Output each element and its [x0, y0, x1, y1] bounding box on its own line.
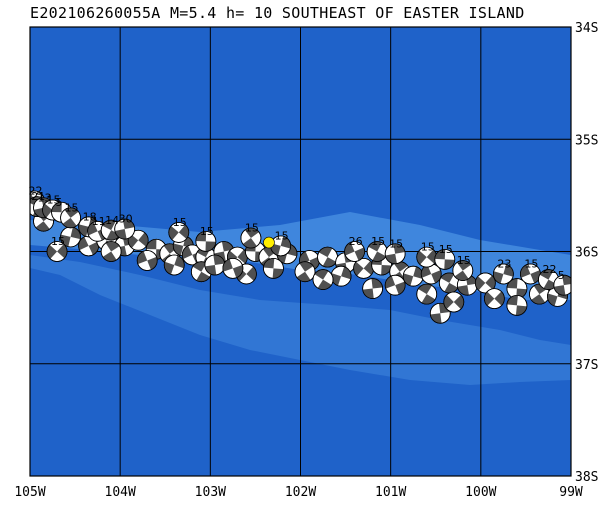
mechanism-depth-label: 23 — [497, 258, 511, 271]
beachball — [353, 257, 375, 279]
lon-tick-label: 103W — [195, 485, 226, 500]
lat-tick-label: 35S — [575, 133, 598, 148]
beachball — [344, 241, 366, 262]
axis-tick-labels: 105W 104W 103W 102W 101W 100W 99W 34S 35S 36S 37S 3… — [14, 21, 598, 500]
lat-tick-label: 38S — [575, 470, 598, 485]
beachball — [443, 291, 465, 313]
beachball — [46, 241, 68, 262]
beachball — [204, 254, 226, 276]
beachball — [114, 218, 136, 240]
map-frame — [29, 26, 572, 477]
lat-tick-label: 34S — [575, 21, 598, 36]
beachball — [60, 226, 81, 248]
lat-tick-label: 36S — [575, 246, 598, 261]
mechanism-depth-label: 15 — [524, 258, 538, 271]
beachball — [384, 274, 406, 296]
beachball — [420, 263, 442, 285]
beachball — [384, 243, 406, 265]
mechanism-depth-label: 18 — [83, 210, 97, 223]
mechanism-depth-label: 15 — [173, 216, 187, 229]
mechanism-depth-label: 15 — [457, 254, 471, 267]
mechanism-depth-label: 15 — [421, 241, 435, 254]
beachball — [362, 278, 384, 299]
beachball — [60, 207, 81, 229]
mechanism-depth-label: 26 — [349, 235, 363, 248]
beachball — [434, 248, 456, 270]
beachball — [416, 246, 438, 268]
beachball — [263, 257, 284, 279]
lon-tick-label: 105W — [14, 485, 45, 500]
mechanism-depth-label: 15 — [200, 225, 214, 238]
beachball — [483, 288, 505, 310]
beachball — [366, 241, 388, 262]
beachball — [330, 265, 352, 287]
mechanism-depth-label: 15 — [51, 235, 65, 248]
beachball — [240, 227, 262, 249]
lon-tick-label: 99W — [559, 485, 583, 500]
beachball — [416, 283, 438, 305]
lon-tick-label: 100W — [465, 485, 496, 500]
beachball — [452, 260, 474, 281]
mechanism-depth-label: 15 — [47, 194, 61, 207]
lat-tick-label: 37S — [575, 358, 598, 373]
beachball — [429, 302, 451, 324]
beachball — [492, 263, 514, 285]
mechanism-depth-label: 15 — [65, 201, 79, 214]
beachball — [127, 229, 149, 251]
map-title: E202106260055A M=5.4 h= 10 SOUTHEAST OF … — [30, 4, 525, 22]
beachball — [195, 230, 217, 252]
beachball — [163, 254, 185, 276]
mechanism-depth-label: 11 — [92, 215, 106, 228]
beachball — [520, 263, 541, 285]
beachball — [100, 241, 122, 262]
beachball — [294, 261, 316, 283]
mechanism-depth-label: 14 — [105, 214, 119, 227]
mechanism-depth-label: 5 — [558, 269, 565, 282]
event-marker — [263, 236, 275, 249]
mechanism-depth-label: 22 — [542, 263, 556, 276]
mechanism-depth-label: 30 — [119, 213, 133, 226]
mechanism-depth-label: 15 — [439, 243, 453, 256]
beachball — [402, 265, 424, 287]
focal-mechanisms — [30, 190, 571, 324]
main-event — [263, 236, 275, 249]
beachball — [222, 257, 244, 279]
mechanism-depth-label: 15 — [371, 235, 385, 248]
beachball — [317, 246, 338, 268]
beachball — [506, 294, 528, 316]
beachball — [474, 272, 496, 294]
lon-tick-label: 101W — [375, 485, 406, 500]
beachball — [136, 250, 158, 271]
mechanism-depth-label: 21 — [31, 190, 45, 203]
mechanism-depth-label: 15 — [275, 230, 289, 243]
mechanism-depth-label: 13 — [38, 191, 52, 204]
lon-tick-label: 102W — [285, 485, 316, 500]
mechanism-depth-label: 15 — [389, 237, 403, 250]
beachball — [312, 269, 334, 290]
mechanism-depth-label: 22 — [29, 185, 43, 198]
beachball — [168, 222, 190, 243]
lon-tick-label: 104W — [105, 485, 136, 500]
mechanism-depth-label: 15 — [245, 222, 259, 235]
mechanism-depth-label: 5 — [56, 196, 63, 209]
beachball — [553, 274, 571, 296]
